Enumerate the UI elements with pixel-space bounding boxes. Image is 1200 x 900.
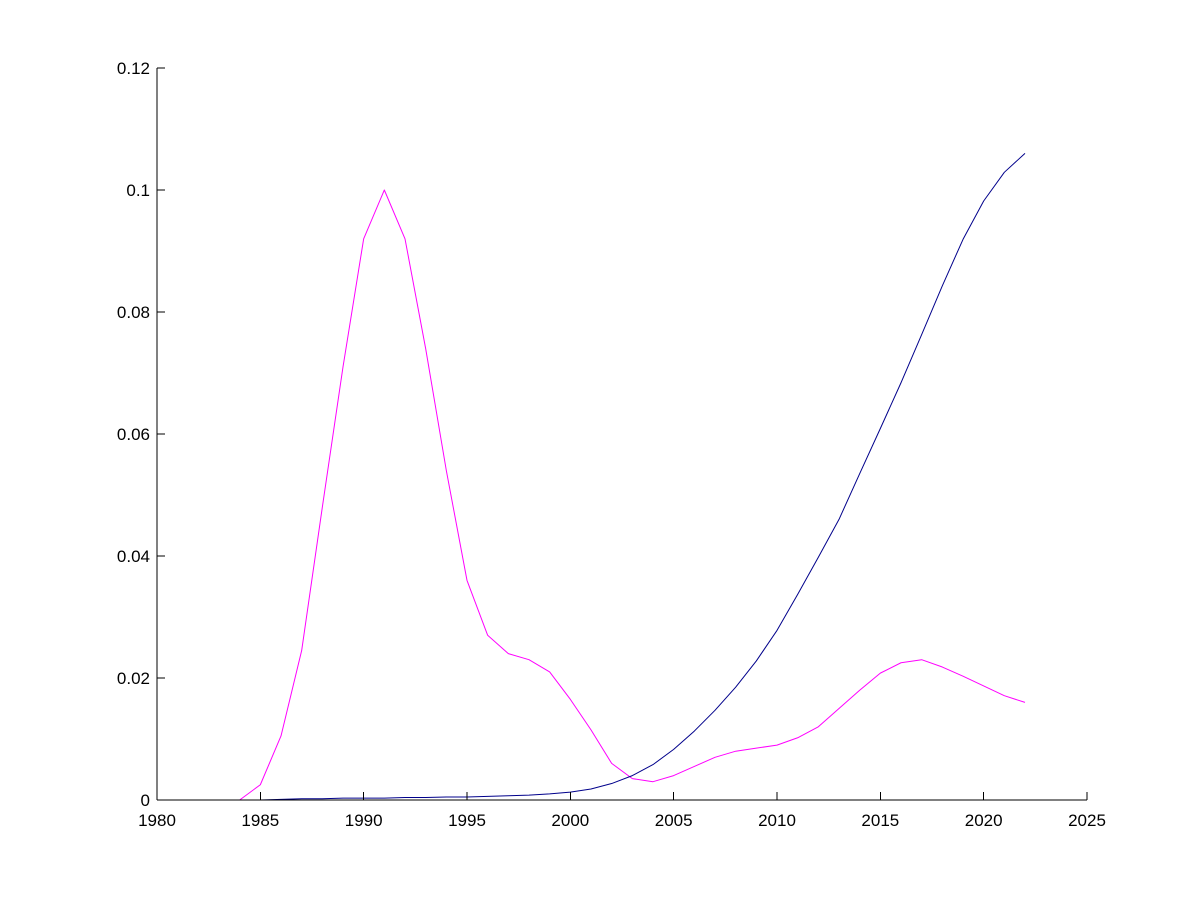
y-tick-label: 0.04	[117, 547, 150, 566]
x-tick-label: 2010	[758, 811, 796, 830]
series-layer	[157, 153, 1026, 801]
y-tick-label: 0.06	[117, 425, 150, 444]
ticks: 1980 1985 1990 1995 2000 2005 2010 2015 2020 2025…	[117, 59, 1106, 830]
x-tick-label: 2015	[861, 811, 899, 830]
x-tick-label: 1980	[138, 811, 176, 830]
x-tick-label: 1990	[345, 811, 383, 830]
x-tick-label: 2000	[551, 811, 589, 830]
series-line-2	[157, 153, 1026, 801]
x-tick-label: 2020	[965, 811, 1003, 830]
x-tick-label: 2005	[655, 811, 693, 830]
series-line-1	[157, 189, 1026, 801]
x-tick-label: 1985	[241, 811, 279, 830]
y-tick-label: 0.12	[117, 59, 150, 78]
y-tick-label: 0.02	[117, 669, 150, 688]
axes	[156, 68, 1087, 801]
y-tick-label: 0	[141, 791, 150, 810]
y-tick-label: 0.08	[117, 303, 150, 322]
x-tick-label: 1995	[448, 811, 486, 830]
y-tick-label: 0.1	[126, 181, 150, 200]
x-tick-label: 2025	[1068, 811, 1106, 830]
